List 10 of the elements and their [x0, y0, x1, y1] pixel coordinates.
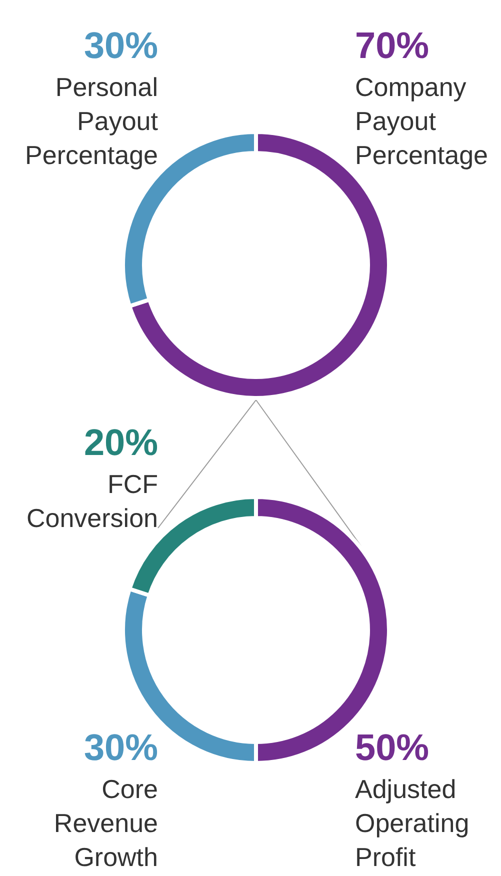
- slice-label: Personal Payout Percentage: [25, 72, 159, 170]
- slice-label: Company Payout Percentage: [355, 72, 488, 170]
- data-label: 70%: [355, 25, 430, 66]
- slice-label: Core Revenue Growth: [54, 774, 158, 872]
- data-label: 20%: [84, 422, 158, 463]
- data-label: 30%: [84, 727, 158, 768]
- slice-label: Adjusted Operating Profit: [355, 774, 470, 872]
- data-label: 30%: [84, 25, 158, 66]
- data-label: 50%: [355, 727, 430, 768]
- slice-label: FCF Conversion: [26, 469, 158, 533]
